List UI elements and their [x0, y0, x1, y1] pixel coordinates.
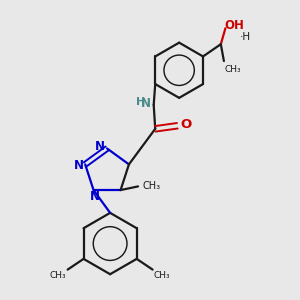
Text: CH₃: CH₃: [50, 271, 66, 280]
Text: CH₃: CH₃: [154, 271, 170, 280]
Text: N: N: [95, 140, 105, 152]
Text: ·H: ·H: [240, 32, 251, 41]
Text: CH₃: CH₃: [225, 65, 242, 74]
Text: OH: OH: [224, 19, 244, 32]
Text: N: N: [90, 190, 100, 203]
Text: CH₃: CH₃: [143, 182, 161, 191]
Text: N: N: [74, 159, 83, 172]
Text: N: N: [141, 97, 151, 110]
Text: O: O: [180, 118, 192, 131]
Text: H: H: [136, 98, 145, 107]
